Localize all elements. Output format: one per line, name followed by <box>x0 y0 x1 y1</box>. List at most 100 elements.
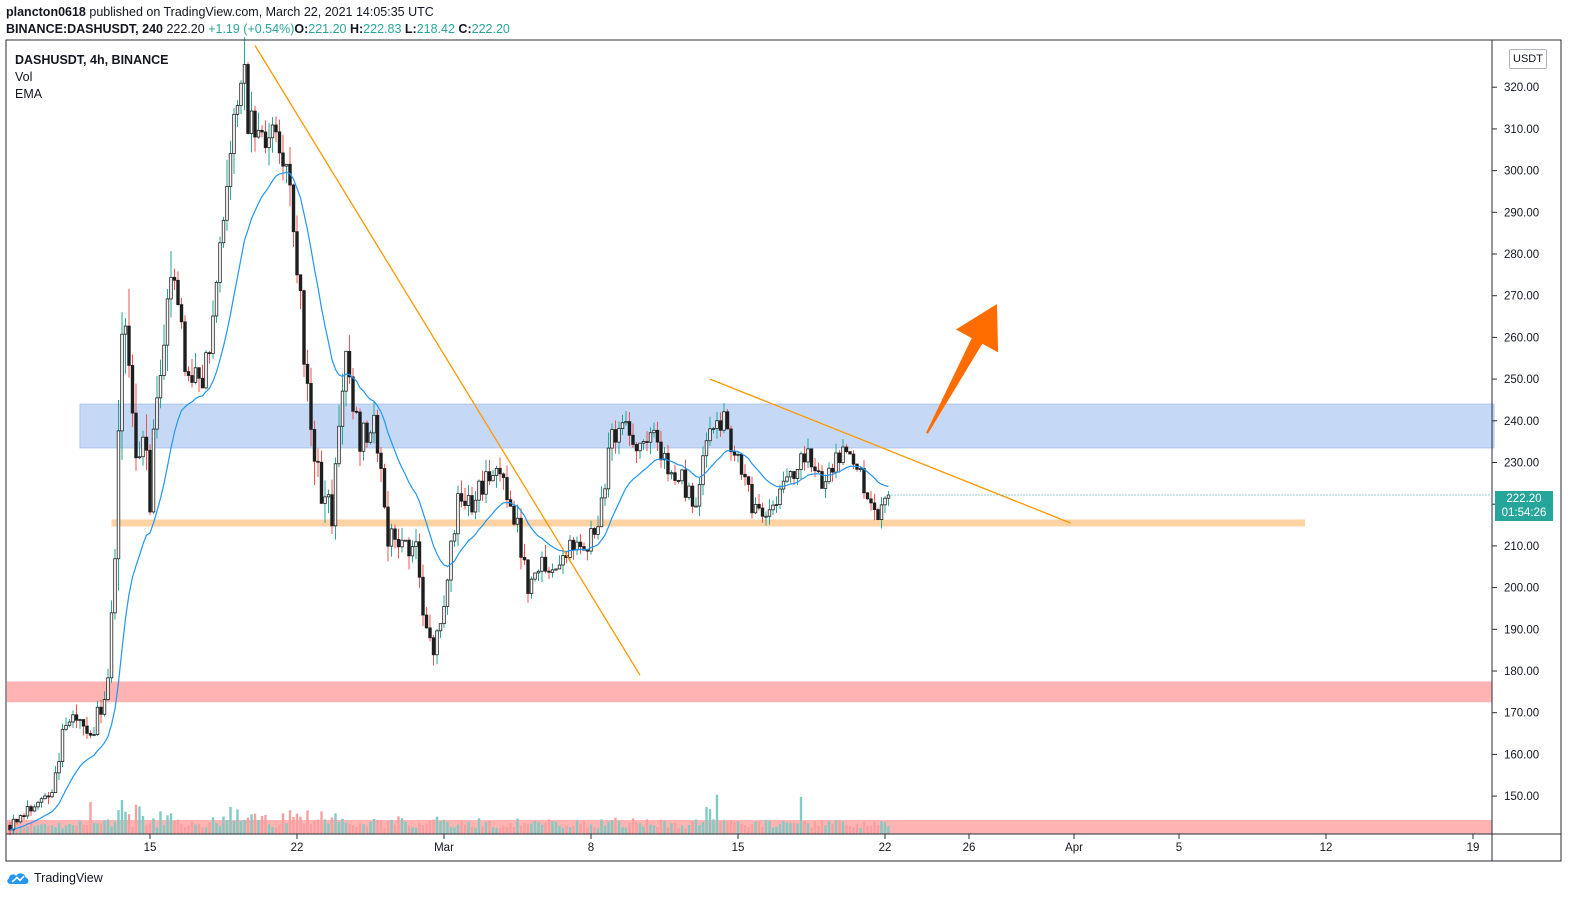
candle[interactable] <box>225 159 229 231</box>
candle[interactable] <box>22 813 26 821</box>
candle[interactable] <box>57 752 61 781</box>
candle[interactable] <box>886 491 891 506</box>
bullish-arrow[interactable] <box>926 304 999 434</box>
candle[interactable] <box>270 117 275 153</box>
candle[interactable] <box>221 216 226 248</box>
candle[interactable] <box>249 91 254 153</box>
candle[interactable] <box>169 251 173 318</box>
candle[interactable] <box>50 789 54 799</box>
candle[interactable] <box>652 422 656 438</box>
candle[interactable] <box>568 535 572 563</box>
candle[interactable] <box>417 533 422 588</box>
candle[interactable] <box>386 490 390 562</box>
candle[interactable] <box>263 120 268 154</box>
candle[interactable] <box>200 364 205 389</box>
candle[interactable] <box>865 491 870 500</box>
candle[interactable] <box>599 486 604 528</box>
candle[interactable] <box>106 668 110 702</box>
candle[interactable] <box>260 125 264 138</box>
candle[interactable] <box>617 421 621 455</box>
candle[interactable] <box>764 511 768 526</box>
candle[interactable] <box>683 459 688 502</box>
candle[interactable] <box>501 472 506 490</box>
candle[interactable] <box>39 796 44 808</box>
candle[interactable] <box>326 489 331 514</box>
candle[interactable] <box>414 528 418 560</box>
candle[interactable] <box>711 426 716 434</box>
candle[interactable] <box>519 508 523 570</box>
candle[interactable] <box>431 635 436 666</box>
candle[interactable] <box>148 444 152 516</box>
candle[interactable] <box>673 464 677 485</box>
candle[interactable] <box>550 563 555 578</box>
candle[interactable] <box>29 804 33 816</box>
candle[interactable] <box>774 496 779 513</box>
candle[interactable] <box>18 814 23 824</box>
candle[interactable] <box>662 447 667 469</box>
candle[interactable] <box>354 406 359 415</box>
candle[interactable] <box>25 800 30 820</box>
candle[interactable] <box>557 555 562 570</box>
candle[interactable] <box>32 804 37 812</box>
candle[interactable] <box>487 459 492 486</box>
candle[interactable] <box>638 442 642 459</box>
candle[interactable] <box>323 480 327 523</box>
candle[interactable] <box>165 289 170 372</box>
candle[interactable] <box>690 482 695 514</box>
candle[interactable] <box>725 408 730 430</box>
candle[interactable] <box>816 462 821 474</box>
candle[interactable] <box>718 412 723 437</box>
candle[interactable] <box>162 324 166 380</box>
candle[interactable] <box>67 719 72 728</box>
candle[interactable] <box>722 403 726 434</box>
author-name[interactable]: plancton0618 <box>6 5 86 19</box>
candle[interactable] <box>309 367 313 447</box>
candle[interactable] <box>456 485 460 546</box>
candle[interactable] <box>606 432 611 498</box>
candle[interactable] <box>491 469 495 482</box>
candle[interactable] <box>36 800 40 810</box>
candle[interactable] <box>778 484 782 510</box>
candle[interactable] <box>197 367 201 393</box>
candle[interactable] <box>676 479 681 484</box>
candle[interactable] <box>613 420 618 454</box>
candle[interactable] <box>575 536 579 556</box>
legend-ema[interactable]: EMA <box>15 87 43 101</box>
candle[interactable] <box>645 431 649 451</box>
candle[interactable] <box>407 537 411 570</box>
candle[interactable] <box>288 147 292 207</box>
candle[interactable] <box>302 289 306 378</box>
candle[interactable] <box>393 524 397 549</box>
candle[interactable] <box>760 502 765 523</box>
candle[interactable] <box>102 691 107 717</box>
candle[interactable] <box>190 358 194 388</box>
candle[interactable] <box>235 100 240 127</box>
candle[interactable] <box>438 623 443 638</box>
candle[interactable] <box>284 163 289 184</box>
candle[interactable] <box>715 411 719 439</box>
candle[interactable] <box>88 730 93 739</box>
candle[interactable] <box>806 438 810 469</box>
candle[interactable] <box>540 551 544 583</box>
candle[interactable] <box>151 419 156 514</box>
candle[interactable] <box>494 465 499 488</box>
candle[interactable] <box>585 548 590 561</box>
candle[interactable] <box>347 335 352 384</box>
candle[interactable] <box>155 376 159 439</box>
candle[interactable] <box>256 112 261 139</box>
candle[interactable] <box>879 497 884 529</box>
candle[interactable] <box>11 814 16 834</box>
candle[interactable] <box>340 373 345 445</box>
candle[interactable] <box>295 215 299 284</box>
candle[interactable] <box>46 792 51 805</box>
candle[interactable] <box>603 483 607 507</box>
candle[interactable] <box>452 529 457 547</box>
candle[interactable] <box>470 486 474 516</box>
tradingview-logo[interactable]: TradingView <box>6 871 103 885</box>
candle[interactable] <box>344 350 348 407</box>
candle[interactable] <box>543 545 548 574</box>
candle[interactable] <box>368 430 373 445</box>
candle[interactable] <box>477 479 481 513</box>
candle[interactable] <box>15 818 19 825</box>
candle[interactable] <box>267 123 271 166</box>
